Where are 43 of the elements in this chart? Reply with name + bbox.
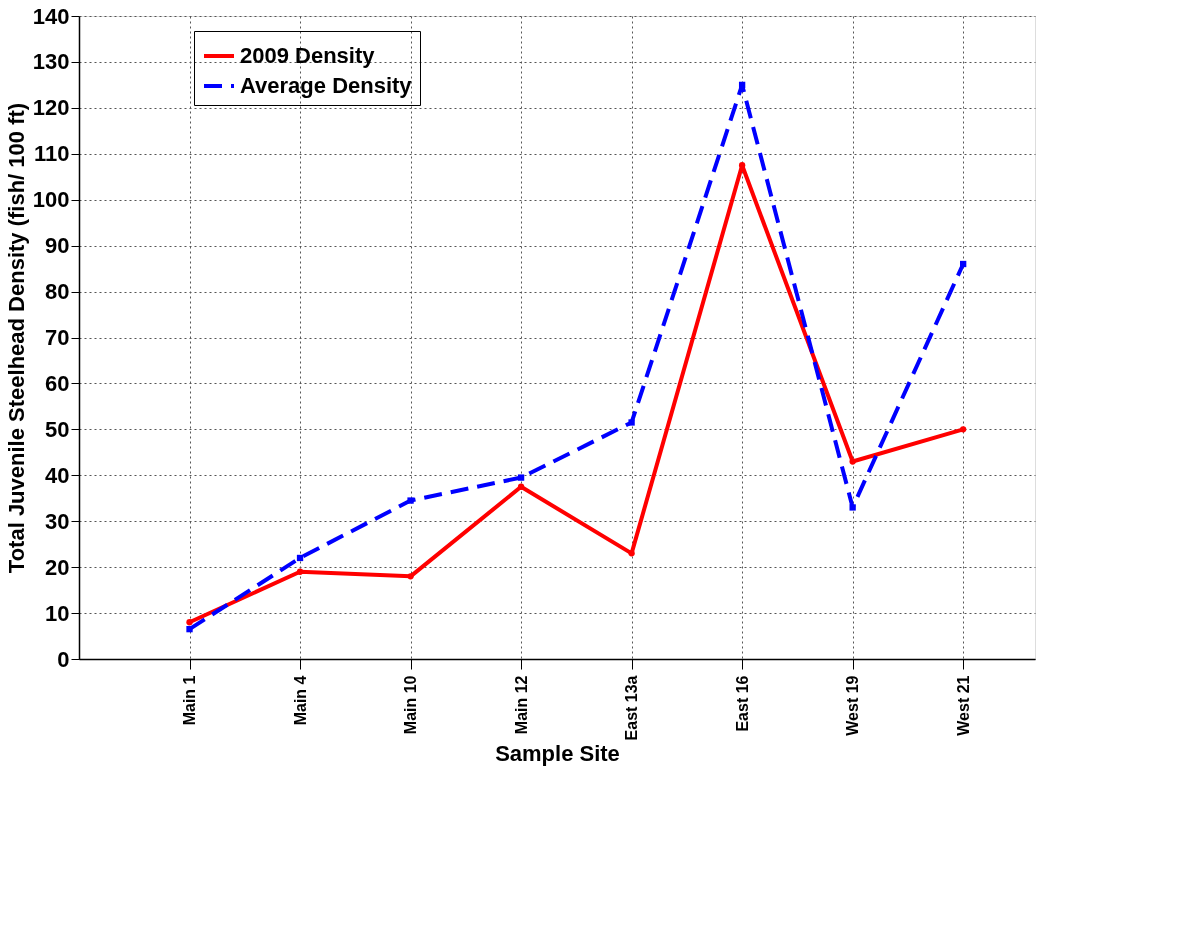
- y-tick-label: 10: [45, 600, 70, 626]
- y-tick-label: 100: [32, 187, 70, 213]
- legend-label: 2009 Density: [240, 43, 376, 68]
- point: [960, 260, 967, 268]
- x-tick-label: Main 1: [181, 675, 199, 726]
- legend-label: Average Density: [240, 73, 413, 98]
- y-tick-label: 40: [45, 462, 70, 488]
- point: [407, 573, 414, 580]
- x-tick-label: Main 10: [402, 675, 420, 735]
- y-tick-label: 60: [45, 370, 70, 396]
- point: [849, 458, 856, 465]
- point: [186, 625, 193, 633]
- x-tick-label: West 19: [844, 675, 862, 736]
- y-tick-label: 110: [34, 141, 70, 167]
- x-tick-label: Main 4: [291, 675, 309, 726]
- x-tick-label: East 16: [733, 675, 751, 732]
- y-tick-label: 50: [45, 416, 70, 442]
- point: [517, 474, 525, 481]
- x-axis-title: Sample Site: [495, 741, 620, 767]
- y-tick-label: 80: [45, 279, 70, 305]
- x-tick-label: East 13a: [623, 675, 641, 741]
- point: [738, 162, 746, 169]
- x-tick-label: Main 12: [512, 675, 530, 735]
- point: [407, 497, 414, 504]
- point: [296, 554, 304, 562]
- y-tick-label: 70: [45, 325, 70, 350]
- y-tick-label: 130: [32, 49, 70, 75]
- y-tick-label: 20: [45, 554, 70, 580]
- point: [628, 419, 635, 426]
- y-tick-label: 140: [32, 3, 70, 29]
- point: [738, 81, 746, 89]
- point: [517, 483, 525, 490]
- x-tick-label: West 21: [954, 675, 972, 736]
- point: [960, 426, 967, 433]
- y-tick-label: 90: [45, 233, 70, 259]
- point: [849, 504, 856, 511]
- y-tick-label: 30: [45, 508, 70, 534]
- y-tick-label: 120: [32, 95, 70, 121]
- point: [186, 619, 193, 626]
- y-axis-title: Total Juvenile Steelhead Density (fish/ 100 ft): [3, 102, 29, 574]
- y-tick-label: 0: [57, 646, 70, 672]
- point: [296, 568, 304, 575]
- point: [628, 550, 635, 557]
